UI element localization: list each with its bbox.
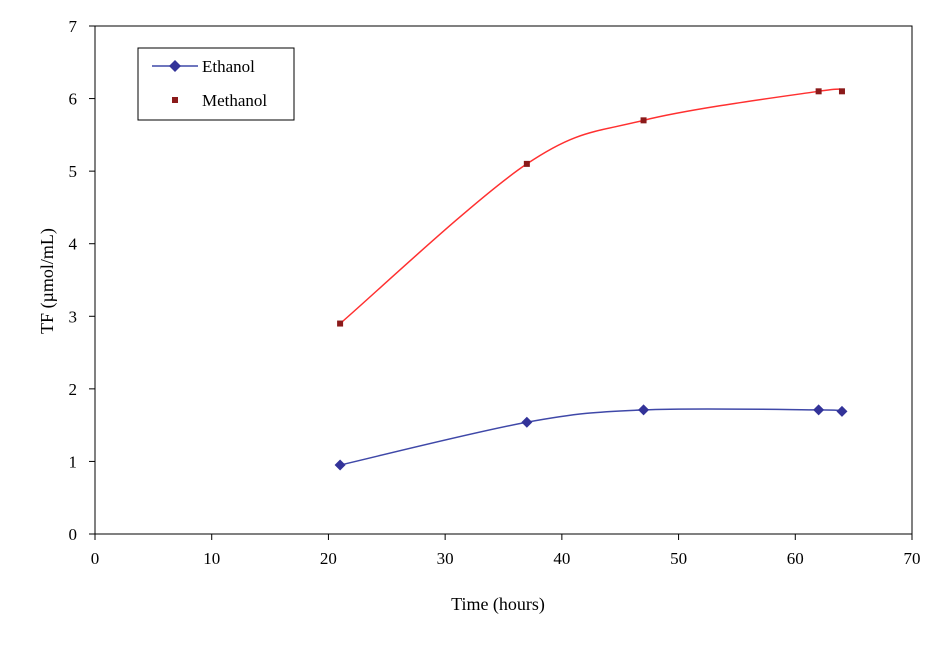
legend-methanol-label: Methanol [202,91,267,110]
axes: 0 10 20 30 40 50 60 70 0 1 2 3 4 5 6 7 [69,17,921,568]
ethanol-point [638,404,650,416]
x-tick-label: 0 [91,549,100,568]
y-tick-label: 5 [69,162,78,181]
x-tick-label: 20 [320,549,337,568]
y-tick-label: 1 [69,452,78,471]
ethanol-curve [339,408,843,466]
methanol-curve [339,88,843,325]
y-tick-label: 7 [69,17,78,36]
methanol-point [838,88,845,95]
methanol-point [815,88,822,95]
series-markers [334,88,848,471]
ethanol-point [334,459,346,471]
y-tick-label: 0 [69,525,78,544]
y-tick-label: 6 [69,90,78,109]
legend-methanol-marker [172,97,178,103]
legend-ethanol-marker [169,60,181,72]
x-tick-label: 10 [203,549,220,568]
methanol-point [523,160,530,167]
legend-ethanol-label: Ethanol [202,57,255,76]
y-tick-label: 4 [69,235,78,254]
x-tick-label: 30 [437,549,454,568]
methanol-point [640,117,647,124]
x-tick-label: 60 [787,549,804,568]
legend-box [137,47,295,121]
series-curves [339,88,843,466]
methanol-point [337,320,344,327]
y-tick-label: 3 [69,307,78,326]
x-tick-label: 70 [904,549,921,568]
x-tick-label: 40 [553,549,570,568]
ethanol-point [813,404,825,416]
ethanol-point [836,405,848,417]
y-tick-label: 2 [69,380,78,399]
x-tick-label: 50 [670,549,687,568]
x-axis-label: Time (hours) [451,594,545,615]
legend: Ethanol Methanol [137,47,295,121]
plot-area [94,25,913,535]
y-axis-label: TF (µmol/mL) [37,228,58,334]
ethanol-point [521,416,533,428]
